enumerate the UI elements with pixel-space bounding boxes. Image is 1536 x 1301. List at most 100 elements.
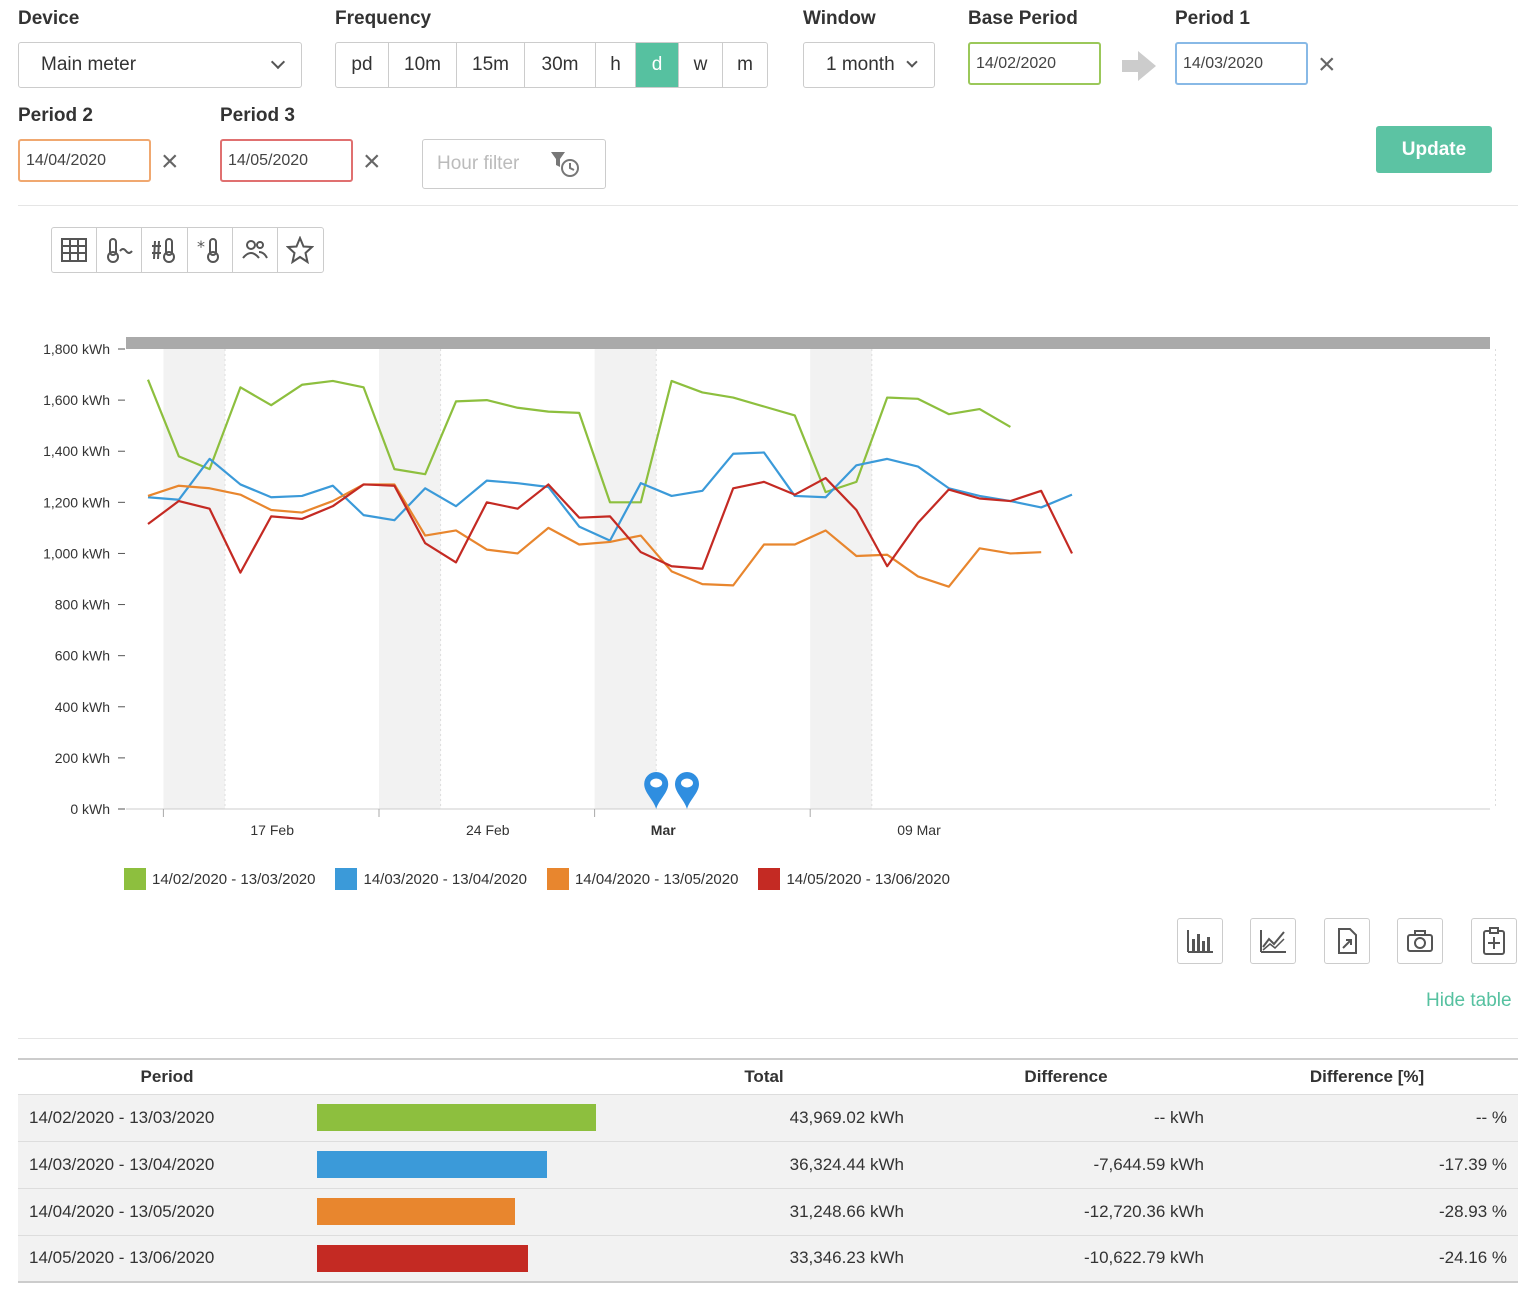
hour-filter-input[interactable]: Hour filter	[422, 139, 606, 189]
col-header-difference-pct[interactable]: Difference [%]	[1309, 1066, 1425, 1086]
period2-input[interactable]: 14/04/2020	[18, 139, 151, 182]
table-row: 14/03/2020 - 13/04/2020 36,324.44 kWh -7…	[18, 1140, 1518, 1188]
y-tick-label: 800 kWh	[55, 597, 110, 613]
freq-option-pd[interactable]: pd	[336, 43, 389, 87]
cell-total: 33,346.23 kWh	[612, 1234, 916, 1283]
comparison-table: Period Total Difference Difference [%] 1…	[18, 1060, 1518, 1283]
table-grid-icon[interactable]	[52, 228, 98, 272]
favorite-star-icon[interactable]	[278, 228, 323, 272]
total-bar	[317, 1244, 528, 1272]
legend-item[interactable]: 14/03/2020 - 13/04/2020	[335, 868, 527, 890]
x-tick-label: 17 Feb	[250, 822, 294, 838]
col-header-period[interactable]: Period	[140, 1066, 194, 1086]
freq-option-m[interactable]: m	[737, 54, 753, 75]
degree-days-icon[interactable]	[142, 228, 188, 272]
freq-option-d[interactable]: d	[636, 43, 679, 87]
chevron-down-icon	[906, 56, 918, 68]
cell-total: 31,248.66 kWh	[612, 1187, 916, 1235]
period1-input[interactable]: 14/03/2020	[1175, 42, 1308, 85]
y-tick-label: 600 kWh	[55, 648, 110, 664]
legend-swatch	[335, 868, 358, 890]
y-tick-label: 1,200 kWh	[43, 494, 110, 510]
hide-table-link[interactable]: Hide table	[1426, 990, 1512, 1011]
cell-difference: -7,644.59 kWh	[916, 1140, 1216, 1188]
period1-label: Period 1	[1175, 8, 1250, 29]
legend-label: 14/04/2020 - 13/05/2020	[574, 870, 739, 888]
y-tick-label: 0 kWh	[70, 801, 110, 817]
legend-item[interactable]: 14/02/2020 - 13/03/2020	[124, 868, 315, 890]
col-header-bar	[316, 1060, 612, 1094]
legend-label: 14/02/2020 - 13/03/2020	[152, 870, 316, 888]
freq-option-w[interactable]: w	[679, 43, 723, 87]
total-bar	[317, 1104, 596, 1131]
y-tick-label: 1,000 kWh	[43, 545, 110, 561]
period3-input[interactable]: 14/05/2020	[220, 139, 353, 182]
y-tick-label: 1,600 kWh	[43, 392, 110, 408]
cell-difference-pct: -24.16 %	[1216, 1234, 1518, 1283]
filter-clock-icon	[551, 152, 579, 177]
freq-option-15m[interactable]: 15m	[457, 43, 525, 87]
annotation-pin-icon[interactable]	[644, 772, 669, 809]
export-file-button[interactable]	[1324, 918, 1370, 964]
device-select[interactable]: Main meter	[18, 42, 302, 88]
table-top-border	[18, 1058, 1518, 1060]
divider	[18, 1038, 1518, 1039]
period3-clear-icon[interactable]: ×	[363, 145, 381, 178]
camera-icon	[1407, 930, 1433, 952]
freq-option-h[interactable]: h	[596, 43, 636, 87]
legend-swatch	[546, 868, 569, 890]
window-select-value: 1 month	[826, 54, 895, 75]
clipboard-add-icon	[1483, 927, 1505, 955]
update-button[interactable]: Update	[1376, 126, 1492, 173]
line-chart-button[interactable]	[1250, 918, 1296, 964]
frequency-selector: pd 10m 15m 30m h d w m	[335, 42, 768, 88]
pin-bubble	[681, 778, 693, 788]
total-bar	[317, 1198, 515, 1225]
period1-clear-icon[interactable]: ×	[1318, 48, 1336, 81]
line-chart-icon	[1260, 930, 1286, 953]
freq-option-30m[interactable]: 30m	[525, 43, 596, 87]
y-tick-label: 200 kWh	[55, 750, 110, 766]
period2-clear-icon[interactable]: ×	[161, 145, 179, 178]
base-period-input[interactable]: 14/02/2020	[968, 42, 1101, 85]
screenshot-button[interactable]	[1397, 918, 1443, 964]
temperature-icon[interactable]	[97, 228, 143, 272]
cell-difference: -- kWh	[916, 1093, 1216, 1141]
col-header-difference[interactable]: Difference	[1024, 1066, 1108, 1086]
series-line	[146, 379, 1011, 504]
legend-item[interactable]: 14/05/2020 - 13/06/2020	[758, 868, 950, 890]
series-line	[147, 451, 1073, 542]
chart-navigator-bar[interactable]	[126, 337, 1490, 349]
table-row: 14/05/2020 - 13/06/2020 33,346.23 kWh -1…	[18, 1234, 1518, 1283]
annotation-pin-icon[interactable]	[675, 772, 699, 809]
pin-bubble	[650, 778, 663, 788]
cell-period: 14/03/2020 - 13/04/2020	[18, 1140, 316, 1188]
arrow-right-icon	[1122, 51, 1156, 81]
freq-option-10m[interactable]: 10m	[389, 43, 457, 87]
x-tick-label: Mar	[651, 822, 676, 838]
cell-bar	[316, 1234, 612, 1283]
cell-period: 14/04/2020 - 13/05/2020	[18, 1187, 316, 1235]
legend-label: 14/03/2020 - 13/04/2020	[363, 870, 527, 888]
pin-body	[675, 772, 699, 809]
legend-item[interactable]: 14/04/2020 - 13/05/2020	[546, 868, 739, 890]
divider	[18, 205, 1518, 206]
weekend-band	[594, 349, 657, 809]
cell-period: 14/02/2020 - 13/03/2020	[18, 1093, 316, 1141]
device-label: Device	[18, 8, 80, 29]
col-header-total[interactable]: Total	[744, 1066, 784, 1086]
add-to-report-button[interactable]	[1471, 918, 1517, 964]
chart-legend: 14/02/2020 - 13/03/2020 14/03/2020 - 13/…	[124, 868, 950, 890]
cell-difference: -12,720.36 kWh	[916, 1187, 1216, 1235]
svg-text:*: *	[197, 237, 205, 256]
bar-chart-button[interactable]	[1177, 918, 1223, 964]
weekend-band	[810, 349, 872, 809]
cell-bar	[316, 1093, 612, 1141]
bar-chart-icon	[1187, 930, 1213, 953]
weather-icon[interactable]: *	[188, 228, 233, 272]
device-select-value: Main meter	[41, 54, 137, 75]
window-select[interactable]: 1 month	[803, 42, 935, 88]
occupancy-icon[interactable]	[233, 228, 278, 272]
y-tick-label: 1,800 kWh	[43, 341, 110, 357]
base-period-label: Base Period	[968, 8, 1078, 29]
